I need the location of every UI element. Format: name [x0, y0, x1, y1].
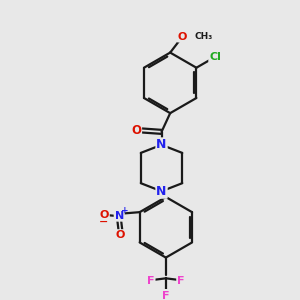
Text: CH₃: CH₃ [195, 32, 213, 41]
Text: −: − [99, 217, 109, 226]
Text: O: O [100, 210, 109, 220]
Text: F: F [162, 291, 169, 300]
Text: N: N [115, 211, 124, 221]
Text: O: O [178, 32, 187, 42]
Text: F: F [147, 276, 154, 286]
Text: F: F [177, 276, 184, 286]
Text: N: N [156, 138, 167, 151]
Text: O: O [131, 124, 141, 137]
Text: N: N [156, 185, 167, 198]
Text: O: O [116, 230, 125, 240]
Text: Cl: Cl [209, 52, 221, 62]
Text: +: + [121, 206, 128, 215]
